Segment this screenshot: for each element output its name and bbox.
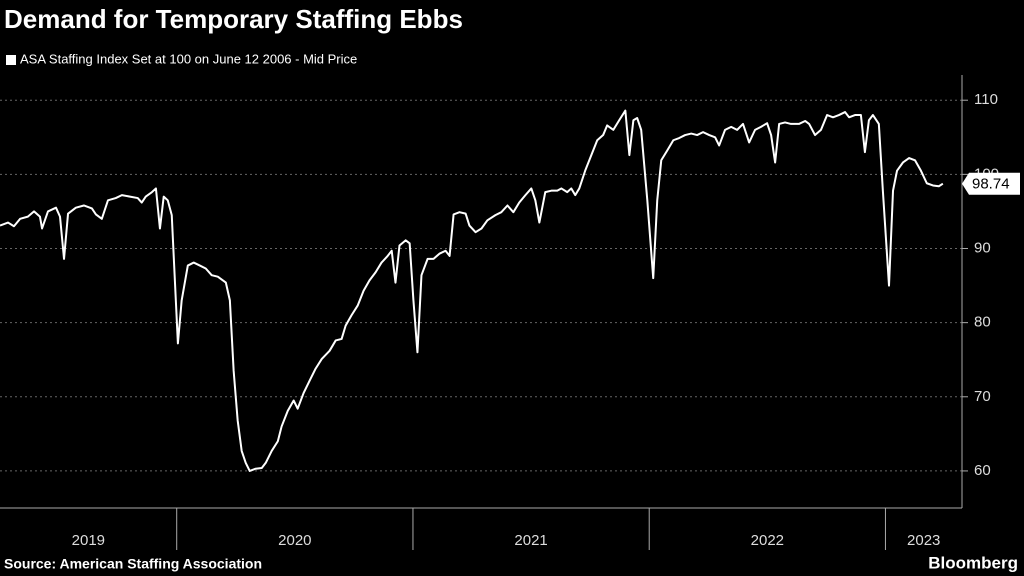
- y-tick-label: 80: [974, 314, 991, 331]
- x-tick-label: 2023: [907, 532, 940, 549]
- line-series: [0, 109, 944, 472]
- brand: Bloomberg: [928, 553, 1018, 572]
- x-tick-label: 2022: [751, 532, 784, 549]
- y-tick-label: 70: [974, 388, 991, 405]
- last-value-box: [962, 172, 1020, 195]
- x-tick-label: 2021: [514, 532, 547, 549]
- y-tick-label: 90: [974, 239, 991, 256]
- legend-label: ASA Staffing Index Set at 100 on June 12…: [20, 51, 357, 66]
- y-tick-label: 110: [974, 91, 998, 108]
- source: Source: American Staffing Association: [4, 556, 262, 572]
- last-value-label: 98.74: [972, 176, 1010, 193]
- chart-title: Demand for Temporary Staffing Ebbs: [4, 4, 463, 34]
- legend-swatch: [6, 55, 16, 65]
- y-tick-label: 60: [974, 462, 991, 479]
- x-tick-label: 2019: [72, 532, 105, 549]
- x-tick-label: 2020: [278, 532, 311, 549]
